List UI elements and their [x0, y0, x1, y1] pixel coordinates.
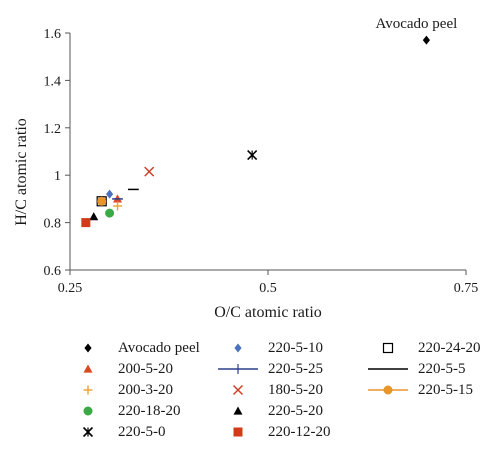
legend-label: 200-3-20: [118, 381, 173, 398]
y-tick-label: 1.2: [44, 122, 62, 137]
legend-item: 200-3-20: [62, 380, 173, 400]
legend-marker-icon: [212, 380, 264, 400]
point-annotation: Avocado peel: [376, 16, 458, 32]
y-tick-label: 1.4: [44, 74, 62, 89]
legend-label: 220-5-10: [268, 339, 323, 356]
data-point-220-5-15: [97, 196, 107, 206]
legend-marker-icon: [212, 401, 264, 421]
legend: Avocado peel 200-5-20 200-3-20 220-18-20 220…: [62, 338, 492, 453]
legend-item: 220-12-20: [212, 422, 331, 442]
data-point-220-5-10: [106, 189, 114, 199]
legend-item: 180-5-20: [212, 380, 323, 400]
legend-marker-icon: [212, 422, 264, 442]
legend-label: 220-18-20: [118, 402, 181, 419]
y-axis-ticks: 0.6 0.8 1 1.2 1.4 1.6: [44, 27, 70, 279]
legend-marker-icon: [212, 338, 264, 358]
x-tick-label: 0.25: [58, 281, 83, 296]
data-point-220-5-20: [89, 212, 99, 221]
y-tick-label: 0.8: [44, 217, 62, 232]
y-tick-label: 1: [54, 169, 61, 184]
legend-marker-icon: [212, 359, 264, 379]
data-point-220-18-20: [105, 208, 115, 218]
legend-marker-icon: [62, 422, 114, 442]
legend-marker-icon: [62, 380, 114, 400]
legend-item: 220-5-25: [212, 359, 323, 379]
legend-item: 220-5-0: [62, 422, 166, 442]
y-tick-label: 0.6: [44, 264, 62, 279]
legend-item: 220-5-15: [362, 380, 473, 400]
legend-marker-icon: [362, 359, 414, 379]
legend-item: 220-5-10: [212, 338, 323, 358]
legend-label: Avocado peel: [118, 339, 200, 356]
x-axis-title: O/C atomic ratio: [214, 304, 322, 321]
y-axis-title: H/C atomic ratio: [13, 118, 30, 226]
legend-item: 220-5-5: [362, 359, 466, 379]
legend-item: 220-5-20: [212, 401, 323, 421]
legend-label: 220-5-15: [418, 381, 473, 398]
y-tick-label: 1.6: [44, 27, 62, 42]
legend-label: 200-5-20: [118, 360, 173, 377]
scatter-chart: 0.6 0.8 1 1.2 1.4 1.6 0.25 0.5 0.75 Avocado pee…: [13, 16, 479, 321]
legend-marker-icon: [362, 338, 414, 358]
data-points: [81, 35, 430, 228]
legend-label: 220-5-0: [118, 423, 166, 440]
legend-marker-icon: [62, 338, 114, 358]
data-point-200-3-20: [113, 201, 123, 211]
axes: [69, 33, 466, 271]
legend-item: 220-18-20: [62, 401, 181, 421]
legend-label: 220-24-20: [418, 339, 481, 356]
legend-marker-icon: [62, 359, 114, 379]
legend-label: 180-5-20: [268, 381, 323, 398]
legend-marker-icon: [362, 380, 414, 400]
x-tick-label: 0.75: [454, 281, 479, 296]
legend-label: 220-12-20: [268, 423, 331, 440]
legend-marker-icon: [62, 401, 114, 421]
data-point-180-5-20: [144, 166, 155, 177]
data-point-220-5-0: [247, 149, 258, 161]
legend-label: 220-5-20: [268, 402, 323, 419]
x-axis-ticks: 0.25 0.5 0.75: [58, 270, 479, 296]
legend-item: 200-5-20: [62, 359, 173, 379]
data-point-220-12-20: [81, 218, 91, 228]
legend-label: 220-5-5: [418, 360, 466, 377]
x-tick-label: 0.5: [259, 281, 277, 296]
legend-label: 220-5-25: [268, 360, 323, 377]
legend-item: Avocado peel: [62, 338, 200, 358]
data-point-avocado-peel: [422, 35, 430, 45]
legend-item: 220-24-20: [362, 338, 481, 358]
